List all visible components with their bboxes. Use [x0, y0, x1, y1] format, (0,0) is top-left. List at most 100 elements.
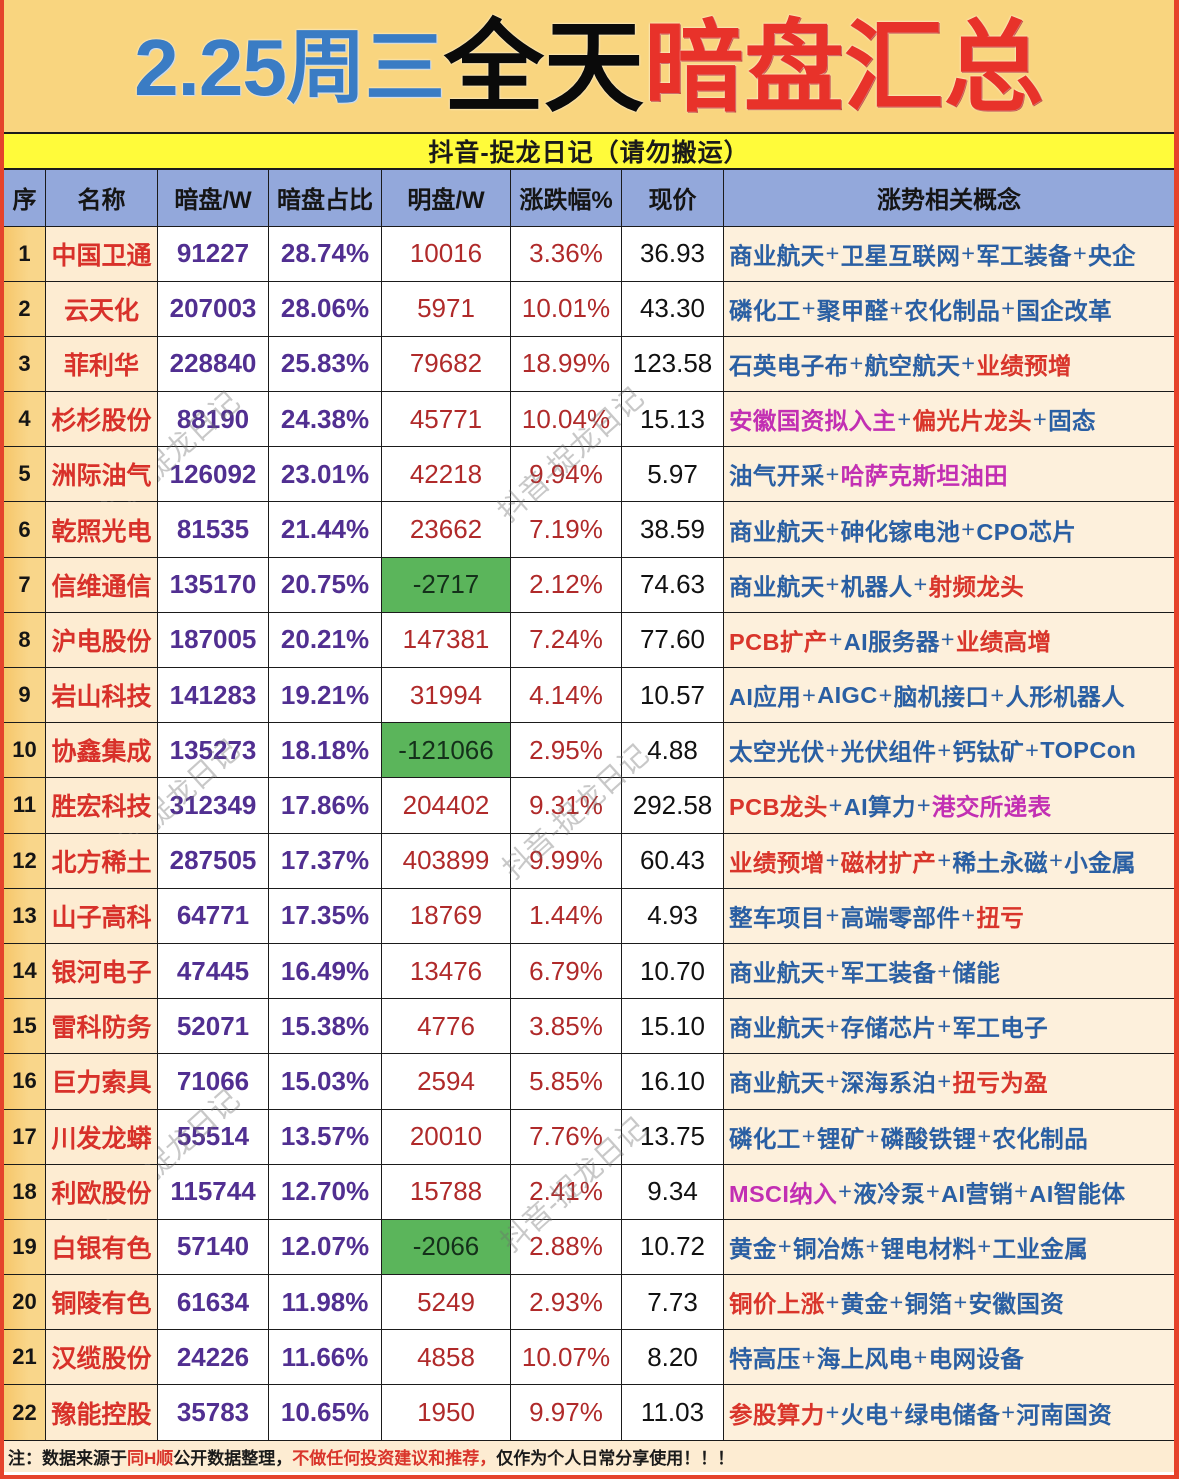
- header-open-pool: 明盘/W: [382, 170, 511, 226]
- current-price: 60.43: [622, 833, 724, 888]
- table-row: 8 沪电股份 187005 20.21% 147381 7.24% 77.60 PCB扩产 + A…: [4, 612, 1174, 668]
- table-body: 1 中国卫通 91227 28.74% 10016 3.36% 36.93 商业航天 + 卫星互联…: [4, 226, 1174, 1441]
- row-seq-number: 19: [4, 1219, 46, 1275]
- dark-pool-ratio: 21.44%: [269, 502, 382, 557]
- title-date-weekday: 2.25周三: [134, 23, 445, 112]
- concept-separator: +: [977, 1123, 992, 1150]
- concept-separator: +: [1025, 736, 1040, 763]
- concept-list: 特高压 + 海上风电 + 电网设备: [724, 1330, 1174, 1385]
- concept-list: 商业航天 + 卫星互联网 + 军工装备 + 央企: [724, 226, 1174, 281]
- concept-tag: 商业航天: [729, 960, 825, 987]
- current-price: 10.72: [622, 1219, 724, 1275]
- open-pool-amount: 15788: [382, 1164, 511, 1219]
- row-seq-number: 5: [4, 447, 46, 502]
- concept-tag: 商业航天: [729, 518, 825, 545]
- concept-tag: AI算力: [843, 794, 916, 821]
- stock-name: 中国卫通: [46, 226, 158, 281]
- dark-pool-ratio: 24.38%: [269, 392, 382, 447]
- concept-tag: 航空航天: [864, 352, 961, 379]
- current-price: 10.70: [622, 943, 724, 999]
- dark-pool-amount: 115744: [158, 1164, 269, 1219]
- concept-separator: +: [1049, 847, 1064, 874]
- open-pool-amount: 147381: [382, 612, 511, 667]
- stock-name: 云天化: [46, 281, 158, 336]
- concept-tag: 业绩预增: [729, 849, 825, 876]
- concept-tag: 小金属: [1064, 849, 1136, 876]
- stock-name: 北方稀土: [46, 833, 158, 888]
- stock-name: 银河电子: [46, 943, 158, 999]
- concept-separator: +: [925, 1178, 941, 1205]
- concept-list: 商业航天 + 深海系泊 + 扭亏为盈: [724, 1054, 1174, 1109]
- change-percent: 2.88%: [511, 1219, 622, 1275]
- stock-name: 信维通信: [46, 557, 158, 612]
- concept-tag: 深海系泊: [840, 1070, 937, 1097]
- concept-tag: AI智能体: [1029, 1180, 1126, 1207]
- disclaimer-segment: 仅作为个人日常分享使用！！！: [496, 1448, 735, 1468]
- open-pool-amount: 403899: [382, 833, 511, 888]
- row-seq-number: 4: [4, 392, 46, 447]
- change-percent: 7.19%: [511, 502, 622, 557]
- concept-separator: +: [913, 1343, 928, 1370]
- concept-tag: 安徽国资拟入主: [729, 408, 897, 435]
- current-price: 292.58: [622, 778, 724, 833]
- concept-separator: +: [961, 516, 976, 543]
- header-concepts: 涨势相关概念: [877, 187, 1021, 215]
- change-percent: 2.12%: [511, 557, 622, 612]
- open-pool-amount: -121066: [382, 723, 511, 778]
- concept-separator: +: [937, 1012, 952, 1039]
- dark-pool-amount: 88190: [158, 392, 269, 447]
- concept-list: 磷化工 + 聚甲醛 + 农化制品 + 国企改革: [724, 281, 1174, 336]
- dark-pool-ratio: 17.37%: [269, 833, 382, 888]
- concept-separator: +: [801, 1343, 816, 1370]
- table-row: 6 乾照光电 81535 21.44% 23662 7.19% 38.59 商业航天 + 砷化镓电…: [4, 502, 1174, 558]
- concept-list: 安徽国资拟入主 + 偏光片龙头 + 固态: [724, 392, 1174, 447]
- table-row: 11 胜宏科技 312349 17.86% 204402 9.31% 292.58 PCB龙头…: [4, 778, 1174, 834]
- current-price: 13.75: [622, 1109, 724, 1164]
- concept-separator: +: [1001, 1399, 1016, 1426]
- row-seq-number: 6: [4, 502, 46, 557]
- change-percent: 10.01%: [511, 281, 622, 336]
- concept-tag: 哈萨克斯坦油田: [840, 463, 1009, 490]
- concept-tag: AI应用: [729, 684, 802, 711]
- stock-name: 胜宏科技: [46, 778, 158, 833]
- dark-pool-amount: 187005: [158, 612, 269, 667]
- concept-tag: 工业金属: [992, 1235, 1089, 1262]
- table-row: 14 银河电子 47445 16.49% 13476 6.79% 10.70 商业航天 + 军工装…: [4, 943, 1174, 1000]
- concept-separator: +: [1072, 240, 1088, 267]
- table-row: 2 云天化 207003 28.06% 5971 10.01% 43.30 磷化工 + 聚甲醛 + 农…: [4, 281, 1174, 337]
- row-seq-number: 10: [4, 723, 46, 778]
- concept-separator: +: [1001, 295, 1016, 322]
- concept-tag: 特高压: [729, 1346, 801, 1373]
- concept-tag: 绿电储备: [904, 1401, 1001, 1428]
- concept-tag: 石英电子布: [729, 352, 849, 379]
- table-row: 1 中国卫通 91227 28.74% 10016 3.36% 36.93 商业航天 + 卫星互联…: [4, 226, 1174, 282]
- table-row: 9 岩山科技 141283 19.21% 31994 4.14% 10.57 AI应用 + AIG…: [4, 668, 1174, 724]
- concept-tag: 磁材扩产: [840, 849, 937, 876]
- row-seq-number: 1: [4, 226, 46, 281]
- concept-tag: 卫星互联网: [840, 242, 961, 269]
- dark-pool-amount: 135273: [158, 723, 269, 778]
- concept-tag: PCB扩产: [729, 628, 828, 655]
- concept-tag: 油气开采: [729, 463, 825, 490]
- concept-tag: 锂矿: [816, 1125, 865, 1152]
- disclaimer-segment: 公开数据整理，: [173, 1448, 293, 1468]
- dark-pool-amount: 81535: [158, 502, 269, 557]
- concept-tag: 铜冶炼: [792, 1235, 865, 1262]
- concept-separator: +: [916, 791, 931, 818]
- concept-separator: +: [889, 1399, 904, 1426]
- dark-pool-ratio: 28.06%: [269, 281, 382, 336]
- open-pool-amount: 1950: [382, 1385, 511, 1440]
- concept-separator: +: [913, 571, 928, 598]
- concept-separator: +: [825, 1067, 840, 1094]
- concept-tag: 磷酸铁锂: [880, 1125, 977, 1152]
- open-pool-amount: 4858: [382, 1330, 511, 1385]
- concept-tag: 河南国资: [1016, 1401, 1113, 1428]
- dark-pool-ratio: 20.21%: [269, 612, 382, 667]
- open-pool-amount: 204402: [382, 778, 511, 833]
- current-price: 15.13: [622, 392, 724, 447]
- concept-list: 油气开采 + 哈萨克斯坦油田: [724, 447, 1174, 502]
- concept-list: 商业航天 + 存储芯片 + 军工电子: [724, 999, 1174, 1054]
- table-row: 10 协鑫集成 135273 18.18% -121066 2.95% 4.88 太空光伏 + 光…: [4, 723, 1174, 779]
- row-seq-number: 8: [4, 612, 46, 667]
